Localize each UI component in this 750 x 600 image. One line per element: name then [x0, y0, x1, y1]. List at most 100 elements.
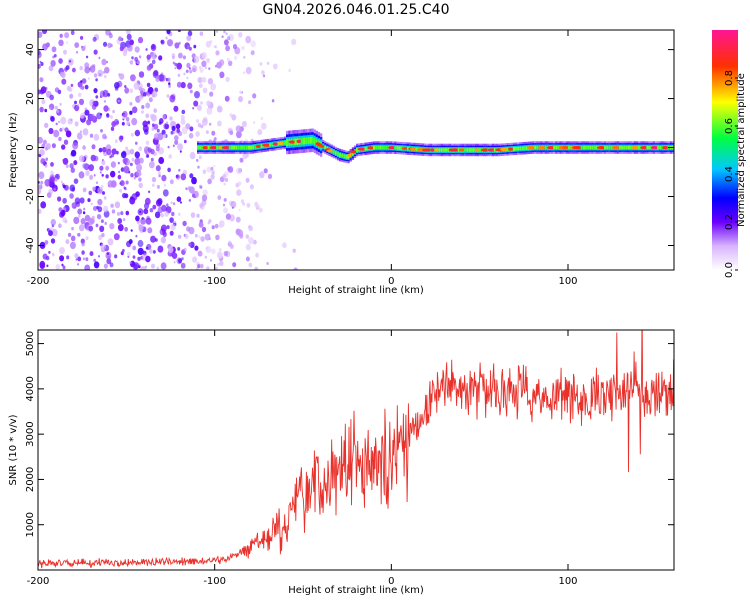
spectrogram-noise-cell	[139, 157, 144, 164]
spectrogram-noise-cell	[199, 67, 204, 73]
spectrogram-ridge-cell	[254, 145, 257, 149]
spectrogram-noise-cell	[110, 115, 113, 119]
spectrogram-noise-cell	[157, 198, 163, 205]
spectrogram-noise-cell	[88, 164, 94, 172]
colorbar-tick-label: 0.6	[724, 118, 735, 134]
spectrogram-ridge-cell	[356, 148, 359, 152]
spectrogram-noise-cell	[134, 129, 141, 137]
spectrogram-noise-cell	[189, 69, 193, 74]
spectrogram-noise-cell	[145, 246, 149, 250]
spectrogram-noise-cell	[123, 47, 128, 53]
spectrogram-noise-cell	[151, 263, 155, 269]
spectrogram-noise-cell	[89, 133, 94, 138]
spectrogram-ridge-cell	[415, 147, 418, 151]
spectrogram-noise-cell	[45, 157, 49, 161]
spectrogram-noise-cell	[239, 157, 244, 163]
spectrogram-ridge-cell	[347, 155, 350, 159]
spectrogram-noise-cell	[45, 143, 51, 150]
spectrogram-noise-cell	[243, 71, 246, 75]
spectrogram-noise-cell	[69, 93, 74, 99]
spectrogram-noise-cell	[228, 240, 232, 244]
spectrogram-noise-cell	[98, 56, 101, 60]
spectrogram-noise-cell	[38, 31, 43, 38]
spectrogram-noise-cell	[216, 61, 222, 69]
spectrogram-noise-cell	[176, 196, 182, 202]
spectrogram-noise-cell	[70, 149, 77, 157]
spectrogram-noise-cell	[197, 264, 201, 269]
spectrogram-noise-cell	[38, 184, 42, 189]
spectrogram-noise-cell	[172, 55, 175, 60]
spectrogram-ridge-cell	[447, 148, 450, 152]
spectrogram-y-tick-label: 40	[25, 43, 36, 56]
spectrogram-noise-cell	[188, 46, 192, 51]
spectrogram-noise-cell	[118, 36, 122, 42]
spectrogram-noise-cell	[209, 122, 212, 126]
spectrogram-ridge-cell	[269, 143, 272, 147]
spectrogram-noise-cell	[254, 201, 259, 207]
spectrogram-ridge-cell	[303, 137, 306, 145]
spectrogram-noise-cell	[131, 56, 134, 60]
spectrogram-noise-cell	[110, 170, 116, 178]
spectrogram-noise-cell	[211, 225, 215, 230]
spectrogram-noise-cell	[73, 216, 80, 225]
spectrogram-noise-cell	[85, 170, 90, 176]
spectrogram-noise-cell	[147, 227, 153, 234]
spectrogram-noise-cell	[48, 65, 54, 72]
spectrogram-noise-cell	[150, 43, 157, 52]
spectrogram-noise-cell	[183, 139, 187, 144]
spectrogram-noise-cell	[69, 241, 76, 250]
spectrogram-noise-cell	[81, 226, 85, 230]
spectrogram-noise-cell	[236, 189, 242, 197]
spectrogram-noise-cell	[172, 61, 175, 65]
spectrogram-noise-cell	[95, 223, 99, 228]
spectrogram-noise-cell	[110, 203, 114, 208]
spectrogram-noise-cell	[62, 217, 67, 223]
spectrogram-noise-cell	[227, 166, 234, 173]
spectrogram-ridge-cell	[512, 147, 516, 151]
spectrogram-noise-cell	[44, 108, 48, 113]
spectrogram-noise-cell	[101, 58, 107, 66]
spectrogram-noise-cell	[160, 213, 164, 218]
spectrogram-ridge-cell	[659, 145, 662, 150]
spectrogram-noise-cell	[93, 49, 98, 55]
spectrogram-noise-cell	[194, 245, 199, 251]
spectrogram-noise-cell	[187, 186, 192, 191]
spectrogram-noise-cell	[216, 262, 220, 267]
spectrogram-noise-cell	[176, 81, 182, 88]
spectrogram-ridge-cell	[385, 145, 388, 150]
spectrogram-ridge-cell	[582, 145, 586, 150]
spectrogram-noise-cell	[60, 116, 67, 125]
spectrogram-noise-cell	[59, 102, 62, 106]
spectrogram-noise-cell	[263, 168, 268, 174]
spectrogram-ridge-cell	[580, 145, 583, 150]
spectrogram-noise-cell	[64, 32, 70, 39]
spectrogram-noise-cell	[74, 253, 79, 259]
spectrogram-noise-cell	[105, 174, 109, 179]
spectrogram-noise-cell	[188, 199, 191, 202]
spectrogram-noise-cell	[181, 109, 186, 115]
spectrogram-noise-cell	[215, 30, 219, 33]
spectrogram-noise-cell	[223, 207, 229, 214]
spectrogram-noise-cell	[155, 165, 161, 172]
spectrogram-ridge-cell	[307, 137, 310, 144]
spectrogram-noise-cell	[51, 229, 58, 237]
spectrogram-noise-cell	[98, 147, 103, 153]
spectrogram-ridge-cell	[324, 145, 327, 150]
spectrogram-noise-cell	[169, 94, 176, 103]
spectrogram-ridge-peak	[640, 146, 649, 150]
spectrogram-noise-cell	[186, 226, 191, 232]
spectrogram-noise-cell	[225, 45, 231, 52]
spectrogram-noise-cell	[158, 55, 163, 61]
spectrogram-noise-cell	[184, 233, 189, 239]
spectrogram-noise-cell	[69, 163, 74, 169]
spectrogram-noise-cell	[132, 255, 136, 259]
spectrogram-noise-cell	[204, 66, 207, 69]
spectrogram-noise-cell	[164, 211, 169, 217]
spectrogram-ridge-cell	[466, 148, 469, 152]
spectrogram-noise-cell	[177, 30, 181, 33]
colorbar-tick-label: 0.0	[724, 262, 735, 278]
spectrogram-noise-cell	[102, 89, 109, 98]
spectrogram-noise-cell	[193, 55, 200, 64]
spectrogram-noise-cell	[216, 105, 223, 113]
